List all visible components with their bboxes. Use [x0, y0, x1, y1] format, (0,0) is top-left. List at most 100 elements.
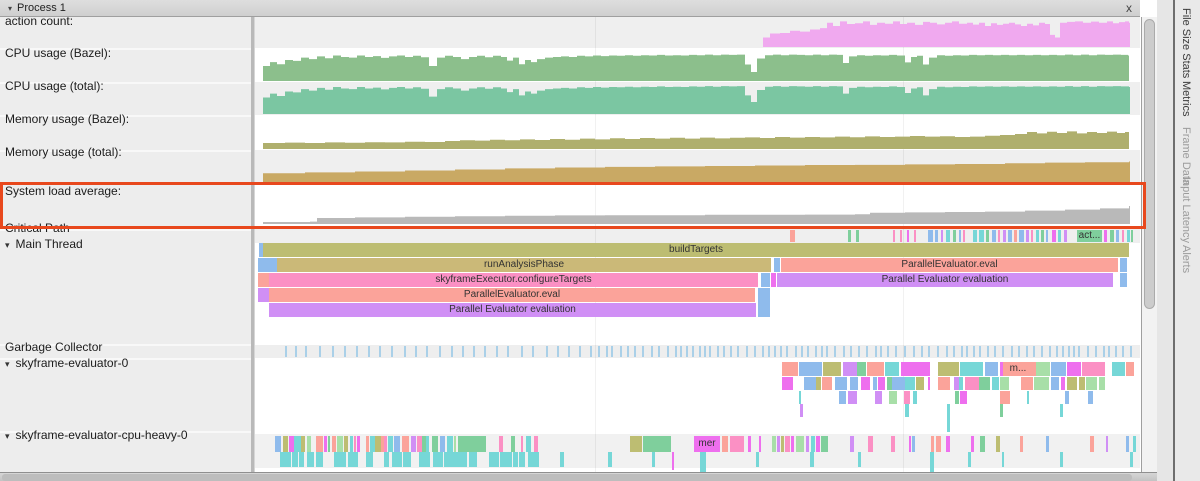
main-thread-slice-labeled[interactable]: Parallel Evaluator evaluation	[269, 303, 756, 317]
gc-event-tick[interactable]	[807, 346, 809, 357]
skyframe-evaluator-cpu-heavy-0-slice[interactable]	[307, 452, 314, 467]
critical-path-slice[interactable]	[1058, 230, 1061, 242]
critical-path-slice[interactable]	[1026, 230, 1029, 242]
skyframe-evaluator-0-slice[interactable]	[985, 362, 998, 376]
gc-event-tick[interactable]	[746, 346, 748, 357]
skyframe-evaluator-0-slice[interactable]	[799, 391, 801, 404]
skyframe-evaluator-cpu-heavy-0-slice[interactable]	[931, 436, 934, 452]
skyframe-evaluator-cpu-heavy-0-slice[interactable]	[370, 436, 375, 452]
skyframe-evaluator-0-slice[interactable]	[816, 377, 821, 390]
gc-event-tick[interactable]	[651, 346, 653, 357]
skyframe-evaluator-cpu-heavy-0-slice[interactable]	[519, 452, 525, 467]
skyframe-evaluator-cpu-heavy-0-slice[interactable]	[891, 436, 895, 452]
skyframe-evaluator-cpu-heavy-0-slice[interactable]	[328, 436, 330, 452]
skyframe-evaluator-cpu-heavy-0-slice[interactable]	[850, 436, 854, 452]
skyframe-evaluator-cpu-heavy-0-slice[interactable]	[500, 452, 504, 467]
skyframe-evaluator-cpu-heavy-0-slice[interactable]	[444, 452, 448, 467]
skyframe-evaluator-cpu-heavy-0-slice[interactable]	[388, 436, 393, 452]
skyframe-evaluator-cpu-heavy-0-slice[interactable]	[796, 436, 804, 452]
gc-event-tick[interactable]	[332, 346, 334, 357]
gc-event-tick[interactable]	[866, 346, 868, 357]
skyframe-evaluator-cpu-heavy-0-slice[interactable]	[426, 436, 429, 452]
track-label[interactable]: ▾ skyframe-evaluator-cpu-heavy-0	[5, 428, 188, 442]
gc-event-tick[interactable]	[658, 346, 660, 357]
critical-path-slice[interactable]	[856, 230, 859, 242]
gc-event-tick[interactable]	[895, 346, 897, 357]
skyframe-evaluator-0-slice[interactable]	[947, 404, 950, 432]
skyframe-evaluator-cpu-heavy-0-slice[interactable]	[348, 452, 358, 467]
tab-frame-data[interactable]: Frame Data	[1180, 127, 1192, 186]
counter-chart-memory-usage-bazel[interactable]	[255, 115, 1140, 150]
main-thread-slice-labeled[interactable]: Parallel Evaluator evaluation	[777, 273, 1113, 287]
critical-path-slice[interactable]	[914, 230, 916, 242]
close-icon[interactable]: x	[1126, 1, 1132, 15]
gc-event-tick[interactable]	[496, 346, 498, 357]
skyframe-evaluator-cpu-heavy-0-slice[interactable]	[1090, 436, 1094, 452]
gc-event-tick[interactable]	[913, 346, 915, 357]
gc-event-tick[interactable]	[730, 346, 732, 357]
skyframe-evaluator-0-slice[interactable]	[804, 377, 816, 390]
horizontal-scrollbar[interactable]	[0, 472, 1157, 481]
skyframe-evaluator-cpu-heavy-0-slice[interactable]	[1020, 436, 1023, 452]
gc-event-tick[interactable]	[1018, 346, 1020, 357]
skyframe-evaluator-cpu-heavy-0-slice[interactable]	[930, 452, 934, 472]
gc-event-tick[interactable]	[634, 346, 636, 357]
skyframe-evaluator-0-slice[interactable]	[843, 362, 857, 376]
gc-event-tick[interactable]	[473, 346, 475, 357]
skyframe-evaluator-cpu-heavy-0-slice[interactable]	[454, 436, 456, 452]
skyframe-evaluator-cpu-heavy-0-slice[interactable]	[560, 452, 564, 467]
skyframe-evaluator-cpu-heavy-0-slice[interactable]	[366, 436, 369, 452]
critical-path-slice[interactable]	[946, 230, 950, 242]
skyframe-evaluator-cpu-heavy-0-slice[interactable]	[996, 436, 1000, 452]
gc-event-tick[interactable]	[1103, 346, 1105, 357]
gc-event-tick[interactable]	[815, 346, 817, 357]
skyframe-evaluator-cpu-heavy-0-slice[interactable]	[419, 452, 430, 467]
gc-event-tick[interactable]	[723, 346, 725, 357]
skyframe-evaluator-cpu-heavy-0-slice[interactable]	[528, 452, 539, 467]
gc-event-tick[interactable]	[880, 346, 882, 357]
skyframe-evaluator-0-slice[interactable]	[1036, 362, 1050, 376]
critical-path-slice-labeled[interactable]: act...	[1077, 230, 1102, 242]
skyframe-evaluator-0-slice[interactable]	[1094, 362, 1105, 376]
skyframe-evaluator-cpu-heavy-0-slice[interactable]	[381, 436, 384, 452]
skyframe-evaluator-cpu-heavy-0-slice[interactable]	[630, 436, 642, 452]
skyframe-evaluator-cpu-heavy-0-slice[interactable]	[521, 436, 523, 452]
critical-path-slice[interactable]	[1104, 230, 1107, 242]
skyframe-evaluator-cpu-heavy-0-slice[interactable]	[448, 452, 457, 467]
skyframe-evaluator-0-slice[interactable]	[938, 377, 950, 390]
critical-path-slice[interactable]	[848, 230, 851, 242]
critical-path-slice[interactable]	[1041, 230, 1044, 242]
critical-path-slice[interactable]	[1131, 230, 1133, 242]
skyframe-evaluator-cpu-heavy-0-slice[interactable]	[759, 436, 761, 452]
gc-event-tick[interactable]	[680, 346, 682, 357]
skyframe-evaluator-0-slice[interactable]	[1112, 362, 1125, 376]
gc-event-tick[interactable]	[1108, 346, 1110, 357]
track-label[interactable]: CPU usage (total):	[5, 79, 104, 93]
skyframe-evaluator-0-slice[interactable]	[955, 391, 959, 404]
critical-path-slice[interactable]	[935, 230, 938, 242]
critical-path-slice[interactable]	[973, 230, 977, 242]
skyframe-evaluator-0-slice[interactable]	[1000, 377, 1009, 390]
critical-path-slice[interactable]	[1127, 230, 1130, 242]
skyframe-evaluator-cpu-heavy-0-slice[interactable]	[936, 436, 941, 452]
skyframe-evaluator-0-slice[interactable]	[799, 362, 822, 376]
tab-alerts[interactable]: Alerts	[1180, 245, 1192, 274]
skyframe-evaluator-cpu-heavy-0-slice[interactable]	[384, 436, 387, 452]
gc-event-tick[interactable]	[1062, 346, 1064, 357]
main-thread-slice[interactable]	[259, 243, 263, 257]
gc-event-tick[interactable]	[667, 346, 669, 357]
skyframe-evaluator-cpu-heavy-0-slice[interactable]	[1130, 452, 1133, 467]
skyframe-evaluator-cpu-heavy-0-slice[interactable]	[781, 436, 784, 452]
skyframe-evaluator-0-slice[interactable]	[800, 404, 803, 417]
skyframe-evaluator-cpu-heavy-0-slice[interactable]	[350, 436, 353, 452]
gc-event-tick[interactable]	[904, 346, 906, 357]
gc-event-tick[interactable]	[946, 346, 948, 357]
vertical-scrollbar-thumb[interactable]	[1144, 19, 1155, 309]
critical-path-slice[interactable]	[1031, 230, 1033, 242]
skyframe-evaluator-cpu-heavy-0-slice[interactable]	[1126, 436, 1129, 452]
skyframe-evaluator-cpu-heavy-0-slice[interactable]	[756, 452, 759, 467]
skyframe-evaluator-cpu-heavy-0-slice[interactable]	[402, 436, 409, 452]
skyframe-evaluator-cpu-heavy-0-slice[interactable]	[489, 452, 499, 467]
gc-event-tick[interactable]	[762, 346, 764, 357]
gc-event-tick[interactable]	[439, 346, 441, 357]
